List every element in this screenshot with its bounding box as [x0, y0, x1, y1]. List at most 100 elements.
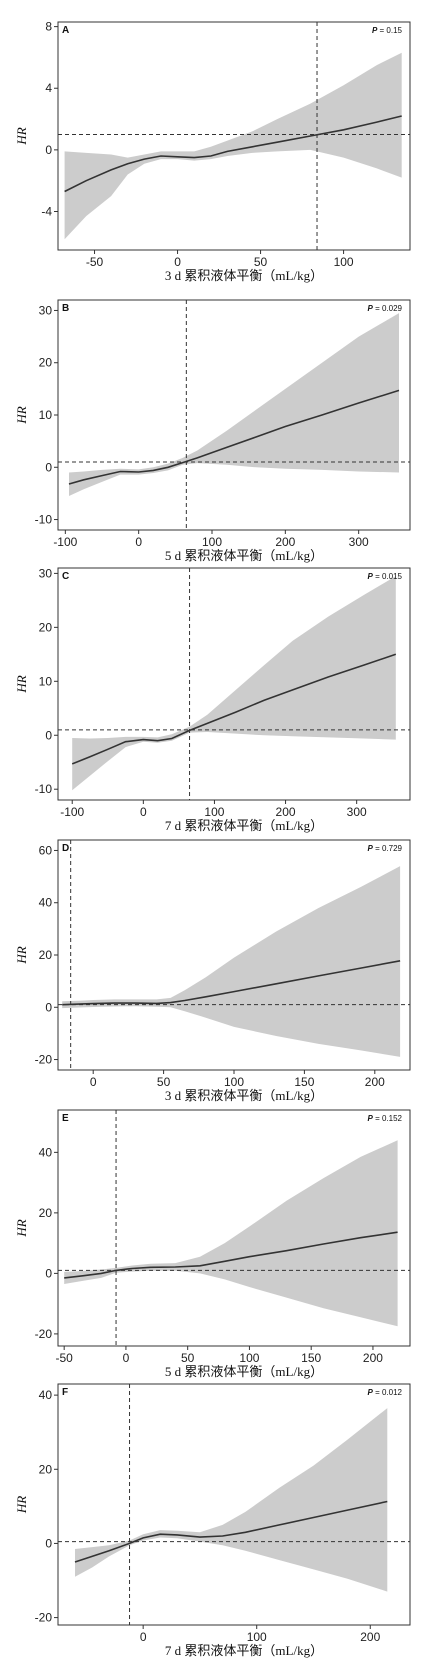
p-value: P = 0.729	[368, 844, 403, 853]
panel-letter: E	[62, 1113, 69, 1124]
p-number: = 0.152	[373, 1114, 403, 1123]
panel-d: 0 50 100 150 200 -20 0 20 40 60 3 d 累积液体平衡（mL/kg） H…	[14, 839, 411, 1103]
x-axis-label: 5 d 累积液体平衡（mL/kg）	[165, 548, 323, 563]
x-tick-label: 100	[202, 535, 222, 549]
plot-frame	[57, 1109, 411, 1347]
x-tick-label: 0	[135, 535, 142, 549]
x-tick-label: 200	[365, 1075, 385, 1089]
y-tick-label: 0	[45, 1536, 52, 1550]
x-tick-label: 50	[254, 255, 268, 269]
y-tick-label: -20	[35, 1327, 53, 1341]
y-tick-label: -4	[41, 204, 52, 218]
p-number: = 0.729	[373, 844, 403, 853]
panel-e: -50 0 50 100 150 200 -20 0 20 40 5 d 累积液体平衡（mL/kg）…	[14, 1109, 411, 1379]
p-value: P = 0.152	[368, 1114, 403, 1123]
plot-area	[58, 840, 410, 1070]
x-axis-label: 3 d 累积液体平衡（mL/kg）	[165, 268, 323, 283]
y-tick-label: 20	[39, 1462, 53, 1476]
x-tick-label: 50	[181, 1351, 195, 1365]
x-tick-label: -50	[86, 255, 104, 269]
y-tick-label: 0	[45, 143, 52, 157]
p-symbol: P	[368, 844, 374, 853]
p-symbol: P	[368, 304, 374, 313]
y-axis-label: HR	[14, 1496, 29, 1514]
y-tick-label: -10	[35, 513, 53, 527]
x-tick-label: 0	[140, 805, 147, 819]
panel-a: -50 0 50 100 -4 0 4 8 3 d 累积液体平衡（mL/kg） HR A P = 0.…	[14, 20, 411, 283]
y-tick-label: -20	[35, 1611, 53, 1625]
confidence-band	[64, 52, 402, 240]
p-value: P = 0.029	[368, 304, 403, 313]
y-tick-label: 20	[39, 948, 53, 962]
x-tick-label: 200	[360, 1630, 380, 1644]
fit-line	[64, 115, 402, 193]
plot-frame	[57, 21, 411, 251]
y-tick-label: 10	[39, 408, 53, 422]
panel-letter: C	[62, 571, 69, 582]
p-number: = 0.15	[377, 26, 402, 35]
panel-letter: A	[62, 25, 69, 36]
y-tick-label: 0	[45, 1000, 52, 1014]
y-axis-label: HR	[14, 127, 29, 145]
p-value: P = 0.012	[368, 1388, 403, 1397]
x-tick-label: 100	[239, 1351, 259, 1365]
panel-letter: F	[62, 1387, 68, 1398]
p-symbol: P	[372, 26, 378, 35]
plot-area	[58, 1110, 410, 1346]
y-tick-label: 10	[39, 674, 53, 688]
p-symbol: P	[368, 1388, 374, 1397]
y-tick-label: 0	[45, 1266, 52, 1280]
x-tick-label: 0	[123, 1351, 130, 1365]
x-tick-label: 200	[363, 1351, 383, 1365]
plot-frame	[57, 567, 411, 801]
plot-frame	[57, 1383, 411, 1626]
y-tick-label: 20	[39, 356, 53, 370]
x-tick-label: 150	[294, 1075, 314, 1089]
x-tick-label: -100	[60, 805, 84, 819]
p-value: P = 0.015	[368, 572, 403, 581]
p-number: = 0.015	[373, 572, 403, 581]
x-tick-label: -100	[53, 535, 77, 549]
x-tick-label: 50	[157, 1075, 171, 1089]
x-tick-label: 0	[140, 1630, 147, 1644]
x-axis-label: 7 d 累积液体平衡（mL/kg）	[165, 1643, 323, 1658]
p-symbol: P	[368, 1114, 374, 1123]
x-axis-label: 7 d 累积液体平衡（mL/kg）	[165, 818, 323, 833]
confidence-band	[69, 313, 399, 496]
y-axis-label: HR	[14, 675, 29, 693]
p-value: P = 0.15	[372, 26, 403, 35]
x-tick-label: 150	[301, 1351, 321, 1365]
x-tick-label: 200	[276, 805, 296, 819]
x-tick-label: 0	[90, 1075, 97, 1089]
x-tick-label: 100	[204, 805, 224, 819]
y-tick-label: 30	[39, 566, 53, 580]
y-tick-label: -10	[35, 782, 53, 796]
p-number: = 0.029	[373, 304, 403, 313]
y-tick-label: -20	[35, 1053, 53, 1067]
panel-letter: D	[62, 843, 69, 854]
plot-area	[58, 22, 410, 250]
y-axis-label: HR	[14, 1219, 29, 1237]
panel-f: 0 100 200 -20 0 20 40 7 d 累积液体平衡（mL/kg） HR F P = 0…	[14, 1383, 411, 1658]
confidence-band	[72, 576, 396, 791]
y-tick-label: 8	[45, 20, 52, 34]
x-axis-label: 5 d 累积液体平衡（mL/kg）	[165, 1364, 323, 1379]
x-axis-label: 3 d 累积液体平衡（mL/kg）	[165, 1088, 323, 1103]
plot-area	[58, 568, 410, 800]
plot-area	[58, 300, 410, 530]
x-tick-label: 100	[224, 1075, 244, 1089]
confidence-band	[75, 1408, 388, 1592]
fit-line	[68, 389, 400, 485]
p-symbol: P	[368, 572, 374, 581]
fit-line	[74, 1500, 388, 1563]
y-tick-label: 0	[45, 460, 52, 474]
plot-area	[58, 1384, 410, 1625]
p-number: = 0.012	[373, 1388, 403, 1397]
x-tick-label: 100	[247, 1630, 267, 1644]
panel-letter: B	[62, 303, 69, 314]
y-tick-label: 60	[39, 843, 53, 857]
x-tick-label: 300	[349, 535, 369, 549]
fit-line	[62, 960, 401, 1006]
